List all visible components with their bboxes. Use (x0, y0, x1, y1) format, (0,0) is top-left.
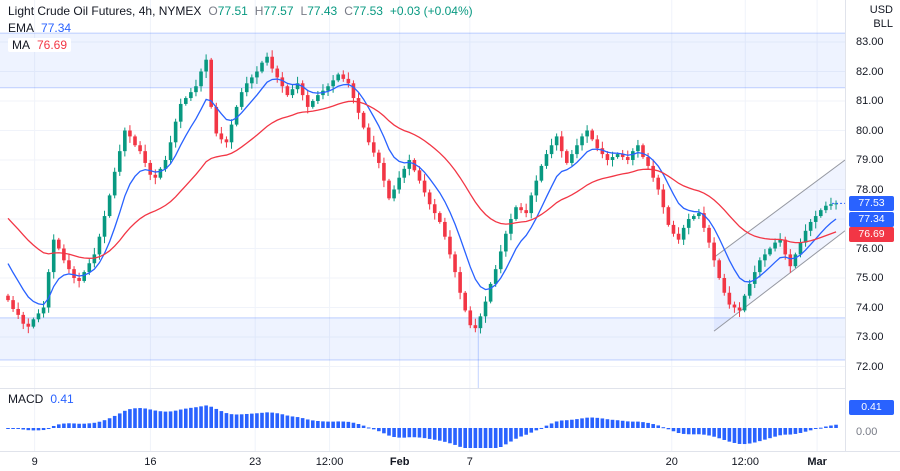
macd-value: 0.41 (50, 392, 74, 406)
price-tick: 73.00 (856, 331, 884, 343)
time-tick: 12:00 (315, 456, 344, 468)
time-tick: Feb (389, 456, 410, 468)
macd-value-badge: 0.41 (849, 400, 894, 415)
ohlc-open-value: 77.51 (217, 4, 248, 18)
price-tick: 81.00 (856, 95, 884, 107)
time-tick: 23 (249, 456, 262, 468)
ohlc-close: C77.53 (344, 4, 383, 18)
axis-unit-label: BLL (873, 18, 893, 30)
price-chart-canvas[interactable] (0, 0, 845, 388)
macd-legend-row[interactable]: MACD 0.41 (8, 392, 74, 406)
price-tick: 74.00 (856, 301, 884, 314)
time-tick: Mar (807, 456, 827, 468)
ema-legend-row[interactable]: EMA 77.34 (8, 21, 71, 35)
ema-price-badge: 77.34 (849, 211, 894, 227)
ohlc-low: L77.43 (300, 4, 338, 18)
ohlc-open: O77.51 (208, 4, 248, 18)
axis-currency-label: USD (869, 4, 893, 16)
time-tick: 7 (466, 456, 473, 468)
price-tick: 83.00 (856, 36, 884, 48)
ma-label: MA (12, 38, 30, 52)
ema-value: 77.34 (41, 21, 72, 35)
pane-separator[interactable] (0, 388, 900, 389)
ma-value: 76.69 (37, 38, 68, 52)
macd-label: MACD (8, 392, 44, 406)
time-tick: 9 (31, 456, 38, 468)
ema-label: EMA (8, 21, 35, 35)
price-tick: 79.00 (856, 154, 884, 166)
change-value: +0.03 (+0.04%) (389, 4, 473, 18)
symbol-title[interactable]: Light Crude Oil Futures, 4h, NYMEX (8, 4, 202, 18)
macd-zero-tick: 0.00 (856, 426, 878, 438)
price-tick: 75.00 (856, 272, 884, 284)
time-axis[interactable]: 9 16 23 12:00 Feb 7 20 12:00 Mar (0, 451, 900, 471)
chart-legend-row: Light Crude Oil Futures, 4h, NYMEX O77.5… (8, 4, 473, 18)
macd-chart-canvas[interactable] (0, 389, 845, 451)
last-price-badge: 77.53 (849, 196, 894, 211)
right-price-axis[interactable]: USD BLL 83.00 82.00 81.00 80.00 79.00 78.00 76… (845, 0, 900, 451)
price-tick: 78.00 (856, 183, 884, 196)
time-tick: 16 (144, 456, 157, 468)
price-tick: 72.00 (856, 360, 884, 373)
price-tick: 82.00 (856, 65, 884, 78)
ohlc-high: H77.57 (254, 4, 294, 18)
ma-legend-row[interactable]: MA 76.69 (8, 38, 72, 52)
ohlc-high-value: 77.57 (263, 4, 294, 18)
time-tick: 20 (665, 456, 678, 468)
price-tick: 76.00 (856, 242, 884, 255)
ohlc-close-value: 77.53 (352, 4, 383, 18)
time-tick: 12:00 (731, 456, 760, 468)
ma-price-badge: 76.69 (849, 227, 894, 242)
price-tick: 80.00 (856, 124, 884, 137)
ohlc-low-value: 77.43 (307, 4, 338, 18)
